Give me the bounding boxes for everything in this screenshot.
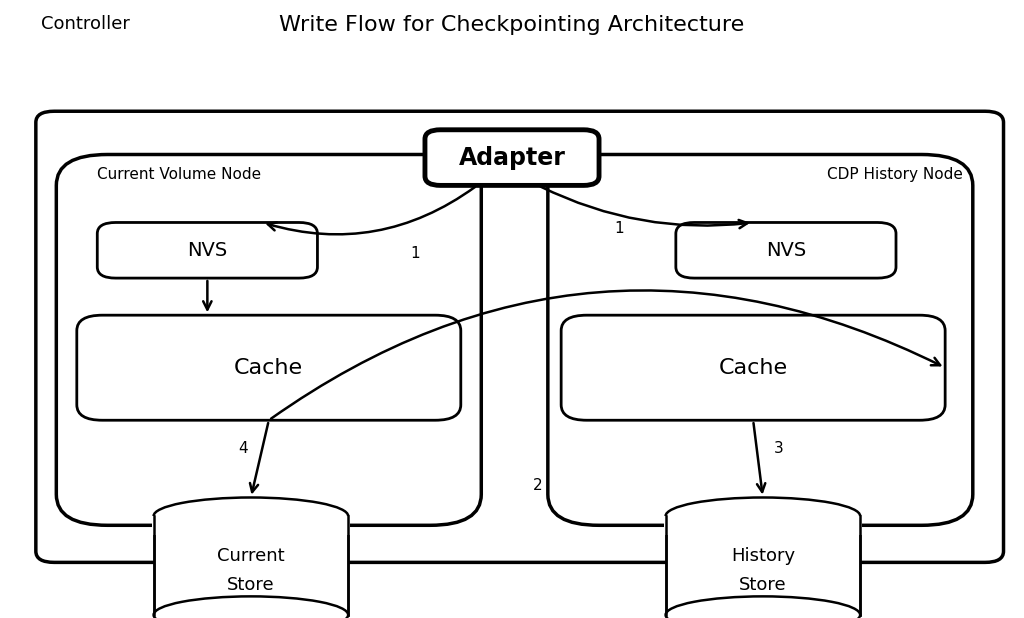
Polygon shape [666,516,860,615]
FancyBboxPatch shape [36,111,1004,562]
FancyBboxPatch shape [676,222,896,278]
Text: 1: 1 [614,221,625,236]
Ellipse shape [154,497,348,535]
Bar [664,515,862,535]
Text: 4: 4 [239,441,248,455]
FancyBboxPatch shape [56,154,481,525]
FancyBboxPatch shape [97,222,317,278]
FancyBboxPatch shape [425,130,599,185]
Text: Adapter: Adapter [459,146,565,169]
Text: Cache: Cache [719,358,787,378]
Text: Current Volume Node: Current Volume Node [97,167,261,182]
Text: Write Flow for Checkpointing Architecture: Write Flow for Checkpointing Architectur… [280,15,744,35]
FancyBboxPatch shape [77,315,461,420]
Text: 1: 1 [410,246,420,261]
FancyBboxPatch shape [561,315,945,420]
Text: Cache: Cache [234,358,303,378]
Ellipse shape [154,596,348,618]
Text: NVS: NVS [187,241,227,260]
Text: Current
Store: Current Store [217,547,285,594]
Text: History
Store: History Store [731,547,795,594]
Text: Controller: Controller [41,15,130,33]
Ellipse shape [666,596,860,618]
Ellipse shape [666,497,860,535]
Polygon shape [154,516,348,615]
Text: NVS: NVS [766,241,806,260]
Bar [152,515,350,535]
Text: 2: 2 [532,478,543,493]
FancyBboxPatch shape [548,154,973,525]
Text: 3: 3 [774,441,783,455]
Text: CDP History Node: CDP History Node [826,167,963,182]
